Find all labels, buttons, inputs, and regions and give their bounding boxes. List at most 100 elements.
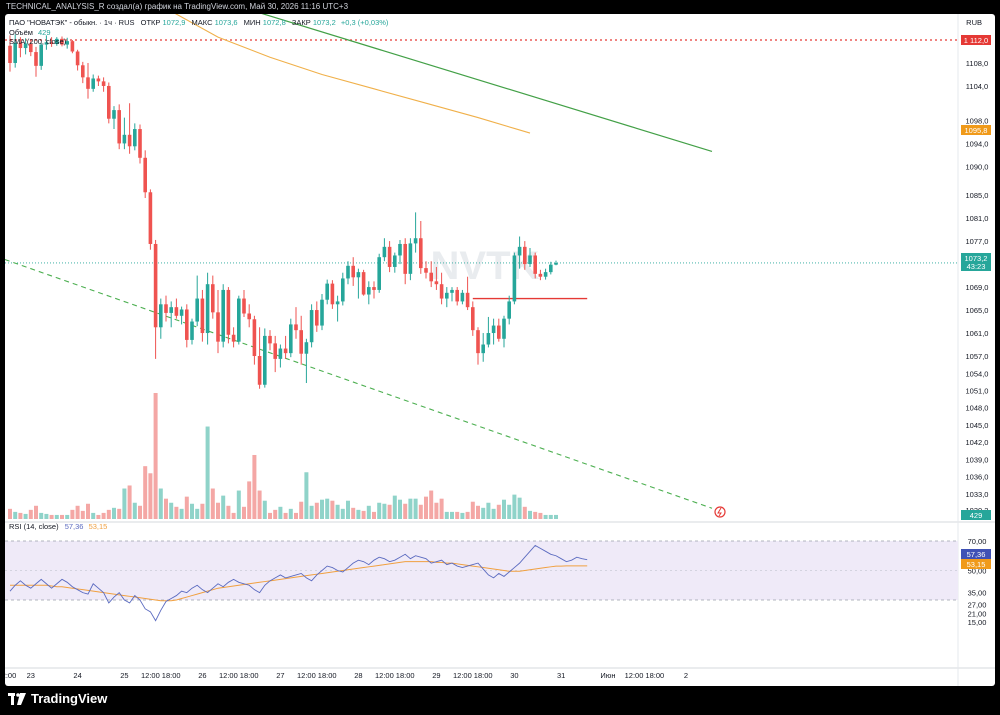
trendline-resistance	[261, 14, 713, 153]
volume-bar	[429, 490, 434, 519]
candle-body	[367, 287, 371, 295]
volume-bar	[325, 498, 330, 519]
volume-bar	[112, 507, 116, 519]
candle-body	[403, 243, 407, 274]
tradingview-brand: TradingView	[31, 691, 108, 706]
candle-body	[247, 313, 251, 320]
volume-bar	[60, 514, 64, 519]
legend-high-label: МАКС	[192, 18, 214, 27]
price-tick-label: 1094,0	[966, 139, 989, 148]
candle-body	[445, 292, 449, 299]
legend-change: +0,3 (+0,03%)	[341, 18, 389, 27]
candle-body	[393, 255, 397, 267]
candle-body	[96, 78, 101, 82]
volume-bar	[54, 514, 59, 519]
volume-bar	[262, 500, 267, 519]
tag-last: 1073,2	[965, 254, 988, 263]
candle-body	[543, 272, 548, 277]
volume-bar	[377, 502, 382, 519]
volume-bar	[320, 499, 324, 519]
volume-bar	[491, 508, 496, 519]
volume-bar	[522, 506, 527, 519]
volume-bar	[356, 509, 361, 519]
svg-text:ПАО "НОВАТЭК" - обыкн. · 1ч ·: ПАО "НОВАТЭК" - обыкн. · 1ч · RUS ОТКР 1…	[9, 18, 389, 27]
volume-bar	[242, 506, 246, 519]
candle-body	[465, 292, 470, 308]
volume-bar	[486, 502, 491, 519]
volume-bar	[226, 505, 231, 519]
volume-bar	[190, 503, 194, 519]
volume-bar	[465, 511, 470, 519]
volume-bar	[366, 505, 371, 519]
tradingview-logo[interactable]: TradingView	[8, 691, 107, 706]
price-tick-label: 1090,0	[966, 162, 989, 171]
volume-bar	[496, 504, 501, 519]
volume-bar	[210, 488, 215, 519]
chart-panel[interactable]: NVTK 1108,0 1104,0 1098,0 1094,0 1090,0 1085,…	[5, 14, 995, 686]
candle-body	[148, 192, 153, 244]
candle-body	[13, 42, 17, 63]
rsi-legend-value: 57,36	[65, 522, 84, 531]
volume-bar	[330, 500, 335, 519]
candle-body	[18, 42, 23, 49]
candle-body	[127, 134, 132, 147]
candle-body	[486, 333, 491, 345]
candle-body	[190, 321, 194, 340]
volume-layer	[8, 393, 558, 519]
time-tick-label: 18:00	[162, 671, 181, 680]
tag-countdown: 43:23	[967, 262, 986, 271]
volume-bar	[507, 504, 512, 519]
legend-low-label: МИН	[244, 18, 261, 27]
candle-body	[179, 309, 184, 316]
volume-bar	[174, 506, 179, 519]
candle-body	[75, 51, 80, 66]
alert-icon[interactable]	[714, 506, 726, 518]
candle-body	[408, 243, 413, 274]
volume-bar	[548, 514, 553, 519]
candle-body	[424, 268, 428, 273]
candle-body	[216, 312, 220, 342]
time-tick-label: 24	[73, 671, 81, 680]
price-tick-label: 1048,0	[966, 404, 989, 413]
time-tick-label: 22:00	[5, 671, 16, 680]
rsi-tick-label: 35,00	[968, 589, 987, 598]
time-tick-label: 26	[198, 671, 206, 680]
volume-bar	[158, 488, 163, 519]
volume-bar	[408, 498, 413, 519]
legend-volume: 429	[38, 28, 51, 37]
candle-body	[143, 157, 147, 193]
candle-body	[65, 41, 69, 45]
volume-bar	[39, 512, 44, 519]
volume-bar	[335, 504, 340, 519]
tag-volume-bg	[961, 510, 991, 520]
volume-bar	[283, 512, 288, 519]
volume-bar	[288, 508, 293, 519]
candle-body	[517, 246, 522, 256]
volume-bar	[268, 512, 272, 519]
candle-body	[44, 42, 49, 45]
volume-bar	[481, 507, 486, 519]
candle-body	[289, 324, 293, 354]
price-tick-label: 1045,0	[966, 421, 989, 430]
candle-body	[372, 287, 376, 290]
chart-svg[interactable]: NVTK 1108,01104,01098,01094,01090,01085,…	[5, 14, 995, 686]
time-tick-label: 18:00	[318, 671, 337, 680]
tag-rsi-ma-bg	[961, 559, 991, 569]
candle-body	[304, 342, 309, 354]
time-tick-label: Июн	[600, 671, 615, 680]
candle-body	[195, 298, 199, 322]
candle-body	[356, 272, 361, 278]
legend-open: 1072,9	[163, 18, 186, 27]
candle-body	[39, 44, 43, 66]
volume-bar	[148, 473, 153, 519]
time-tick-label: 25	[120, 671, 128, 680]
candle-body	[257, 356, 262, 385]
candle-body	[107, 85, 111, 119]
volume-bar	[543, 514, 548, 519]
candle-body	[434, 281, 439, 285]
volume-bar	[512, 494, 517, 519]
candle-body	[283, 348, 288, 354]
price-tick-label: 1039,0	[966, 455, 989, 464]
candle-body	[481, 344, 485, 354]
